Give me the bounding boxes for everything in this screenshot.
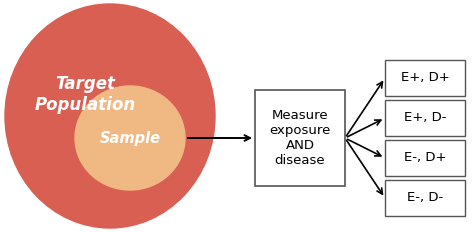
FancyBboxPatch shape bbox=[385, 100, 465, 136]
Text: E+, D-: E+, D- bbox=[404, 112, 446, 124]
Text: Target
Population: Target Population bbox=[35, 75, 136, 114]
FancyBboxPatch shape bbox=[385, 140, 465, 176]
Ellipse shape bbox=[5, 4, 215, 228]
Text: Sample: Sample bbox=[100, 130, 161, 145]
Text: Measure
exposure
AND
disease: Measure exposure AND disease bbox=[269, 109, 331, 167]
Text: E-, D+: E-, D+ bbox=[404, 151, 446, 164]
Ellipse shape bbox=[75, 86, 185, 190]
Text: E-, D-: E-, D- bbox=[407, 192, 443, 205]
FancyBboxPatch shape bbox=[385, 60, 465, 96]
FancyBboxPatch shape bbox=[255, 90, 345, 186]
Text: E+, D+: E+, D+ bbox=[401, 72, 449, 85]
FancyBboxPatch shape bbox=[385, 180, 465, 216]
